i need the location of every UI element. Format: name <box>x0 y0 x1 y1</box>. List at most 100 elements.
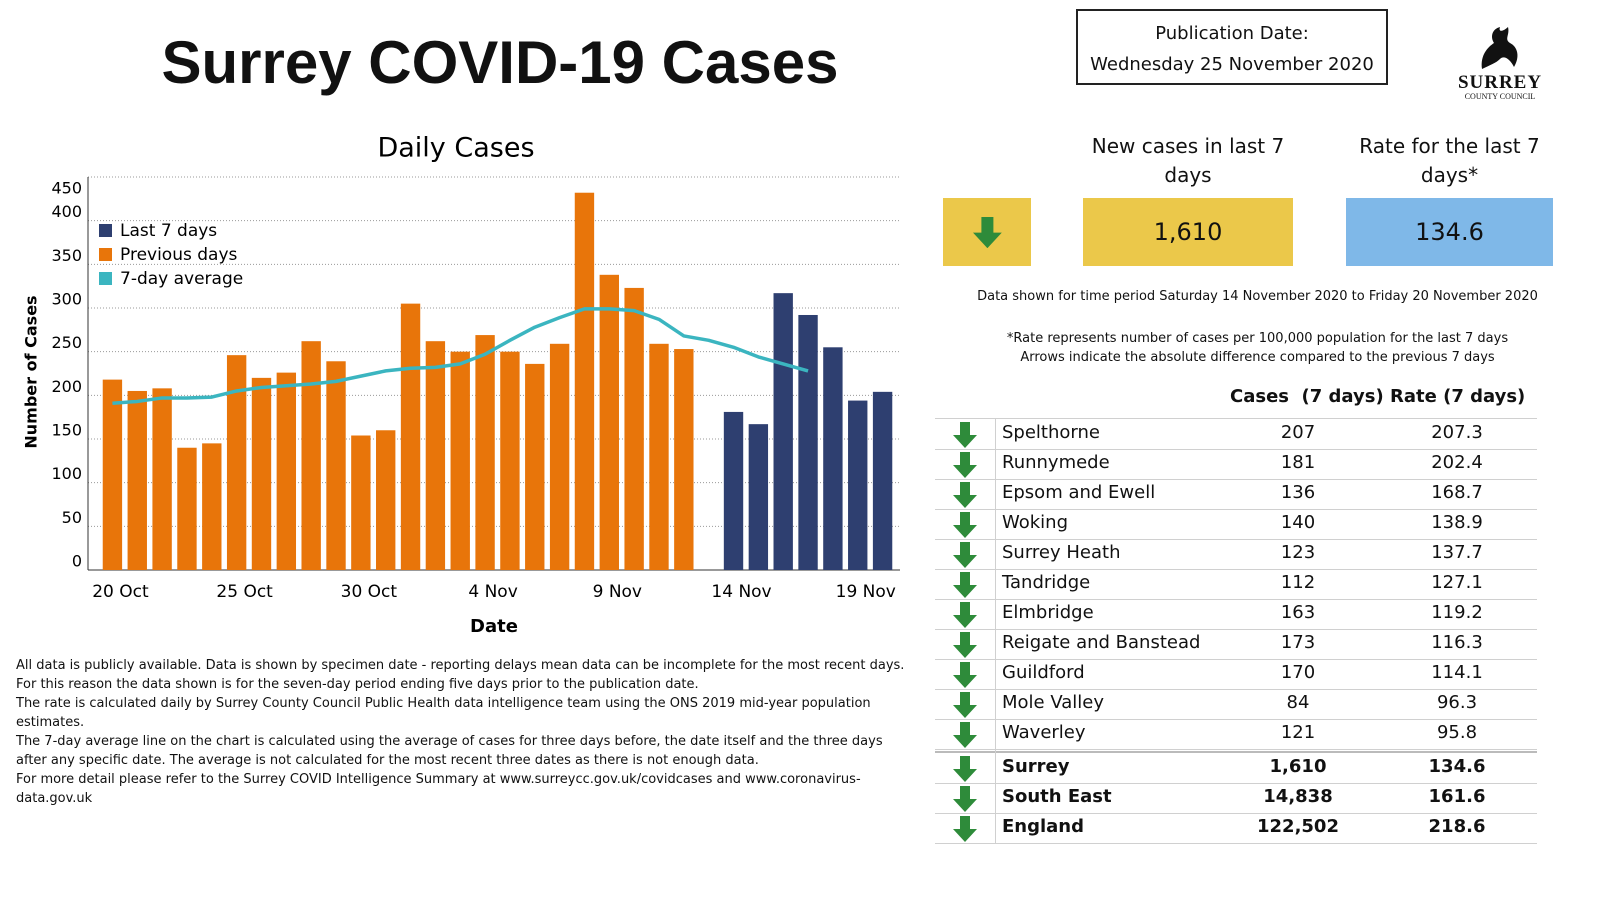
rate-cell: 95.8 <box>1436 722 1478 743</box>
bar <box>301 341 321 570</box>
bar <box>152 388 172 570</box>
publication-date: Wednesday 25 November 2020 <box>1090 54 1374 75</box>
region-name: Waverley <box>1002 722 1086 743</box>
row-divider <box>935 689 1537 690</box>
legend-swatch <box>99 224 112 237</box>
kpi-label: Rate for the last 7 days* <box>1359 134 1540 187</box>
bar <box>400 303 421 570</box>
logo-icon <box>1481 27 1518 69</box>
bar <box>823 347 843 570</box>
row-divider <box>935 719 1537 720</box>
row-divider <box>935 449 1537 450</box>
page-title: Surrey COVID-19 Cases <box>161 29 839 96</box>
cases-cell: 163 <box>1280 602 1316 623</box>
down-arrow <box>953 572 977 598</box>
cases-cell: 121 <box>1280 722 1316 743</box>
cases-cell: 173 <box>1280 632 1316 653</box>
y-tick-label: 450 <box>51 179 82 198</box>
region-name: Reigate and Banstead <box>1002 632 1201 653</box>
x-tick-label: 9 Nov <box>593 582 642 602</box>
rate-cell: 134.6 <box>1428 756 1486 777</box>
x-tick-label: 25 Oct <box>216 582 273 602</box>
rate-cell: 207.3 <box>1431 422 1483 443</box>
bar <box>475 335 495 570</box>
down-arrow <box>953 422 977 448</box>
region-name: Runnymede <box>1002 452 1110 473</box>
down-arrow <box>953 692 977 718</box>
down-arrow <box>953 816 977 842</box>
publication-label: Publication Date: <box>1155 23 1309 44</box>
legend-label: Last 7 days <box>120 221 217 241</box>
footer-line: The rate is calculated daily by Surrey C… <box>16 696 871 730</box>
bar <box>674 349 694 570</box>
legend-label: Previous days <box>120 245 238 265</box>
rate-cell: 202.4 <box>1431 452 1483 473</box>
rate-cell: 168.7 <box>1431 482 1483 503</box>
y-tick-label: 150 <box>51 421 82 440</box>
cases-cell: 136 <box>1280 482 1316 503</box>
down-arrow <box>953 756 977 782</box>
x-tick-label: 4 Nov <box>468 582 517 602</box>
bar <box>276 372 297 570</box>
section-divider <box>935 751 1537 753</box>
region-name: Surrey <box>1002 756 1070 777</box>
footnote: *Rate represents number of cases per 100… <box>1006 331 1509 346</box>
bar <box>773 293 793 570</box>
arrow-column-divider <box>995 418 996 843</box>
bar <box>599 274 619 570</box>
row-divider <box>935 749 1537 750</box>
chart-title: Daily Cases <box>377 133 534 164</box>
bar <box>848 400 868 570</box>
row-divider <box>935 569 1537 570</box>
bar <box>450 351 470 570</box>
bar <box>798 314 818 570</box>
region-name: England <box>1002 816 1085 837</box>
bar <box>525 363 545 570</box>
rate-cell: 114.1 <box>1431 662 1483 683</box>
period-note: Data shown for time period Saturday 14 N… <box>977 289 1538 304</box>
y-tick-label: 200 <box>51 377 82 396</box>
region-name: Guildford <box>1002 662 1085 683</box>
down-arrow <box>973 217 1002 249</box>
cases-cell: 112 <box>1280 572 1316 593</box>
rate-cell: 137.7 <box>1431 542 1483 563</box>
row-divider <box>935 783 1537 784</box>
row-divider <box>935 843 1537 844</box>
rate-cell: 138.9 <box>1431 512 1483 533</box>
rate-cell: 119.2 <box>1431 602 1483 623</box>
down-arrow <box>953 722 977 748</box>
region-name: Elmbridge <box>1002 602 1094 623</box>
x-axis-label: Date <box>470 616 518 637</box>
down-arrow <box>953 452 977 478</box>
footer-line: For this reason the data shown is for th… <box>16 677 699 692</box>
down-arrow <box>953 482 977 508</box>
cases-cell: 170 <box>1280 662 1316 683</box>
chart: Daily Cases Date Number of Cases 0 50 100 1… <box>22 133 900 637</box>
y-tick-label: 350 <box>51 246 82 265</box>
region-name: Woking <box>1002 512 1069 533</box>
x-tick-label: 19 Nov <box>836 582 896 602</box>
region-name: Surrey Heath <box>1002 542 1121 563</box>
row-divider <box>935 418 1537 419</box>
x-tick-label: 14 Nov <box>711 582 771 602</box>
region-name: Mole Valley <box>1002 692 1105 713</box>
row-divider <box>935 629 1537 630</box>
region-name: Spelthorne <box>1002 422 1100 443</box>
down-arrow <box>953 602 977 628</box>
row-divider <box>935 659 1537 660</box>
kpi-value: 134.6 <box>1346 198 1553 266</box>
bar <box>872 391 893 570</box>
row-divider <box>935 599 1537 600</box>
y-tick-label: 100 <box>51 464 82 483</box>
bar <box>251 377 272 570</box>
region-name: South East <box>1002 786 1112 807</box>
column-header: Cases (7 days) <box>1230 386 1384 407</box>
rate-cell: 161.6 <box>1428 786 1486 807</box>
y-tick-label: 0 <box>72 552 82 571</box>
region-name: Tandridge <box>1002 572 1091 593</box>
bar <box>127 390 147 570</box>
cases-cell: 207 <box>1280 422 1316 443</box>
logo-subtext: COUNTY COUNCIL <box>1464 92 1536 101</box>
logo-text: SURREY <box>1457 72 1543 93</box>
